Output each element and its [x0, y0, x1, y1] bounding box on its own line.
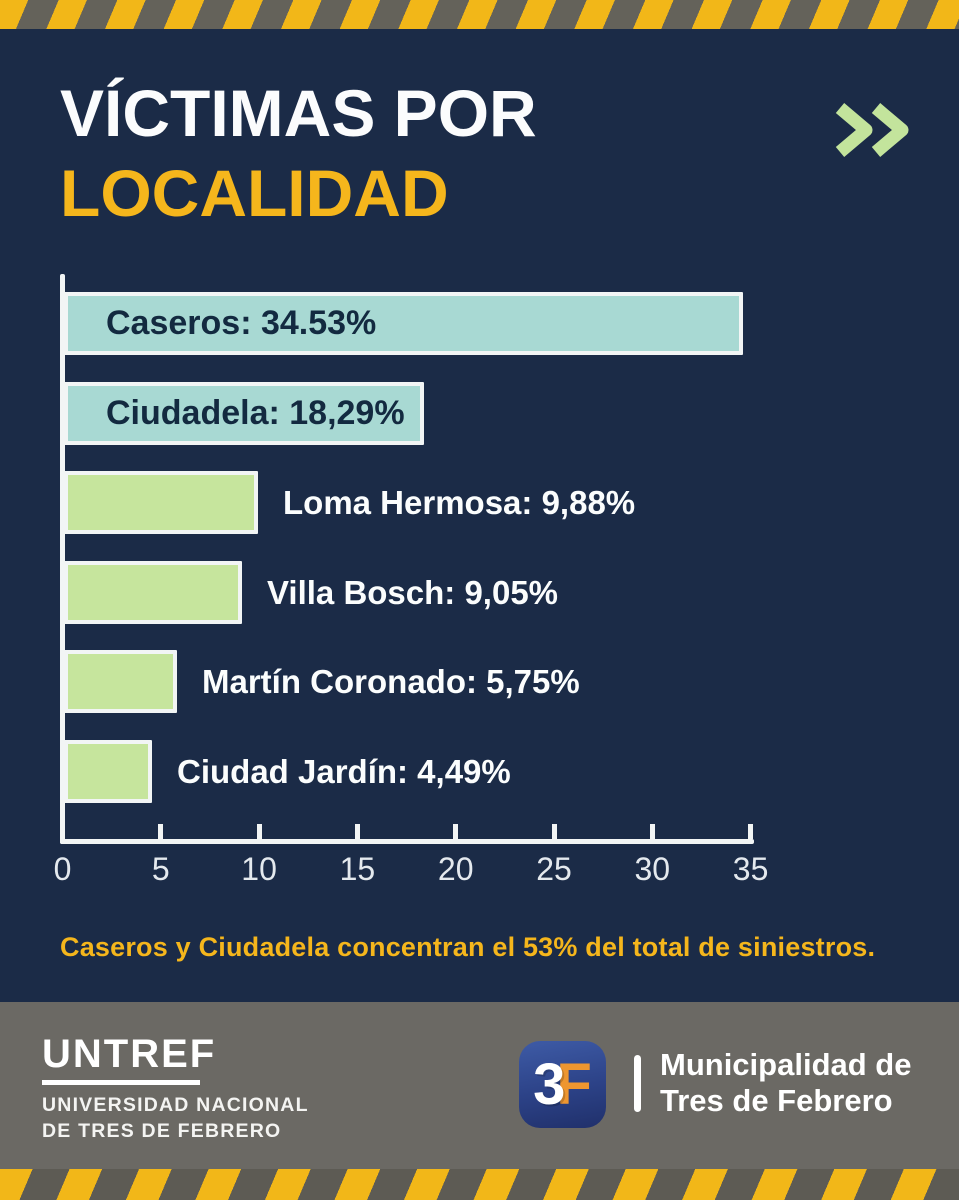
untref-subtitle: UNIVERSIDAD NACIONAL DE TRES DE FEBRERO [42, 1093, 309, 1144]
x-axis-tick-label-5: 5 [151, 851, 170, 887]
chart-note: Caseros y Ciudadela concentran el 53% de… [60, 932, 876, 962]
x-axis-tick-10 [256, 824, 262, 839]
bar-ciudadela [64, 382, 424, 445]
x-axis-tick-label-25: 25 [536, 851, 572, 887]
untref-wordmark: UNTREF [42, 1032, 217, 1076]
bar-label-caseros: Caseros: 34.53% [106, 304, 377, 342]
municipality-name-line1: Municipalidad de [660, 1047, 912, 1082]
double-chevron-right-icon [835, 103, 909, 157]
x-axis-tick-label-20: 20 [437, 851, 474, 887]
tres-de-febrero-logo-icon: 3 F [519, 1041, 606, 1128]
footer: UNTREF UNIVERSIDAD NACIONAL DE TRES DE F… [0, 1002, 959, 1169]
untref-underline [42, 1080, 200, 1085]
x-axis-tick-5 [158, 824, 164, 839]
bar-martin-coronado [64, 650, 177, 713]
hazard-stripe-top [0, 0, 959, 29]
x-axis-line [60, 839, 754, 844]
x-axis-tick-35 [748, 824, 754, 839]
x-axis-tick-label-15: 15 [339, 851, 376, 887]
hazard-stripe-bottom [0, 1169, 959, 1200]
untref-subtitle-line2: DE TRES DE FEBRERO [42, 1119, 282, 1142]
bar-caseros [64, 292, 743, 355]
x-axis-tick-20 [453, 824, 459, 839]
x-axis-tick-label-0: 0 [53, 851, 72, 887]
municipality-name: Municipalidad de Tres de Febrero [660, 1047, 911, 1119]
untref-logo: UNTREF UNIVERSIDAD NACIONAL DE TRES DE F… [42, 1034, 309, 1144]
page-title-line2: LOCALIDAD [60, 156, 449, 230]
x-axis-tick-label-30: 30 [634, 851, 671, 887]
bar-label-loma-hermosa: Loma Hermosa: 9,88% [283, 484, 636, 521]
bar-label-ciudad-jardin: Ciudad Jardín: 4,49% [177, 753, 511, 790]
x-axis-tick-25 [551, 824, 557, 839]
x-axis-tick-15 [354, 824, 360, 839]
footer-divider [634, 1055, 641, 1112]
x-axis-tick-label-35: 35 [732, 851, 769, 887]
untref-subtitle-line1: UNIVERSIDAD NACIONAL [42, 1094, 309, 1116]
logo-f: F [556, 1051, 592, 1117]
x-axis-tick-label-10: 10 [241, 851, 277, 887]
bar-label-ciudadela: Ciudadela: 18,29% [106, 394, 405, 432]
x-axis-tick-30 [649, 824, 655, 839]
bar-label-martin-coronado: Martín Coronado: 5,75% [202, 663, 580, 700]
logo-3: 3 [533, 1051, 566, 1117]
x-axis-tick-0 [60, 824, 65, 839]
bar-villa-bosch [64, 561, 242, 624]
y-axis-line [60, 274, 65, 844]
page-title-line1: VÍCTIMAS POR [60, 76, 537, 150]
municipality-name-line2: Tres de Febrero [660, 1083, 893, 1118]
bar-ciudad-jardin [64, 740, 152, 803]
bar-label-villa-bosch: Villa Bosch: 9,05% [267, 574, 559, 611]
bar-loma-hermosa [64, 471, 258, 534]
